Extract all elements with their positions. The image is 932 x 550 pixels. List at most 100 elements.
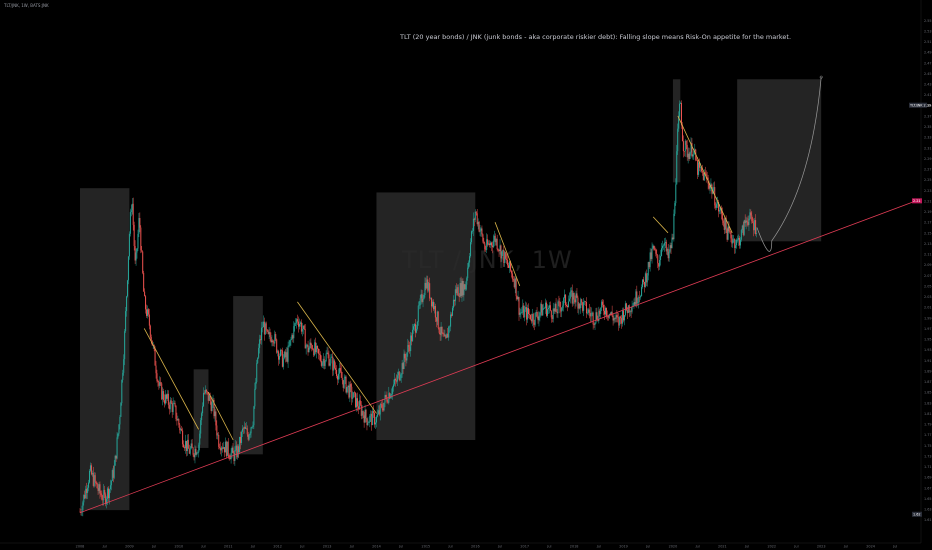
candle-body [628,305,630,313]
candle-body [276,339,278,353]
candle-body [530,319,532,322]
candle-body [509,261,511,271]
candle-body [258,347,260,358]
candle-body [430,297,432,299]
candle-body [499,245,501,252]
candle-body [82,502,84,512]
candle-body [451,307,453,316]
candle-body [397,371,399,376]
candle-body [408,345,410,347]
candle-body [448,326,450,338]
candle-body [705,173,707,178]
candle-body [369,415,371,423]
candle-body [730,232,732,239]
candle-body [311,345,313,350]
trendline [652,216,669,234]
candle-body [325,353,327,362]
candle-body [387,401,389,403]
candle-body [443,333,445,337]
candle-body [85,488,87,499]
candle-body [647,261,649,276]
candle-body [154,348,156,366]
candle-body [158,381,160,386]
candle-body [288,345,290,347]
candle-body [186,439,188,452]
candle-body [566,305,568,308]
candle-body [216,425,218,436]
candle-body [205,389,207,392]
candle-body [742,225,744,235]
candle-body [500,245,502,259]
y-tick-label: 1.67 [924,486,932,490]
candle-body [188,448,190,454]
candle-body [625,303,627,311]
candle-body [532,313,534,323]
candle-body [428,283,430,291]
y-tick-label: 2.27 [924,168,932,172]
candle-body [405,358,407,361]
candle-body [474,211,476,220]
candle-body [539,312,541,316]
candle-body [622,310,624,324]
candle-body [129,212,131,234]
candle-body [436,311,438,322]
candle-body [744,220,746,224]
candle-body [407,345,409,353]
candle-body [262,321,264,328]
candle-body [105,494,107,504]
candle-body [328,354,330,366]
candle-body [178,419,180,425]
candle-body [637,302,639,304]
candle-body [514,278,516,288]
candle-body [432,301,434,310]
candle-body [256,363,258,382]
candle-body [410,335,412,352]
candle-body [363,415,365,423]
candle-body [437,311,439,329]
candle-body [374,413,376,425]
chart-annotation: TLT (20 year bonds) / JNK (junk bonds - … [400,33,792,41]
candle-body [700,167,702,172]
candle-body [635,291,637,305]
candle-body [685,140,687,146]
candle-body [579,303,581,309]
candle-body [479,230,481,232]
candle-body [168,404,170,410]
candle-body [343,378,345,388]
candle-body [332,356,334,371]
candle-body [286,352,288,362]
candle-body [362,410,364,416]
y-tick-label: 2.09 [924,263,932,267]
candle-body [419,298,421,306]
y-tick-label: 1.91 [924,359,932,363]
candle-body [755,220,757,235]
candle-body [694,149,696,151]
candle-body [367,422,369,426]
candle-body [616,315,618,318]
candle-body [251,426,253,428]
candle-body [682,141,684,152]
candle-body [457,287,459,296]
candle-body [161,383,163,400]
candle-body [598,310,600,321]
x-tick-label: Jul [200,545,205,549]
candle-body [698,162,700,175]
candle-body [720,207,722,214]
candle-body [270,337,272,343]
candle-body [706,177,708,179]
price-label-bg [909,102,927,108]
candle-body [651,248,653,259]
candle-body [426,279,428,289]
candle-body [702,172,704,181]
y-tick-label: 2.25 [924,178,932,182]
candle-body [399,377,401,381]
candle-body [502,249,504,252]
candle-body [727,226,729,240]
candle-body [182,430,184,445]
candle-body [360,404,362,416]
candle-body [575,293,577,303]
candle-body [229,457,231,460]
candle-body [498,250,500,252]
x-tick-label: Jul [102,545,107,549]
